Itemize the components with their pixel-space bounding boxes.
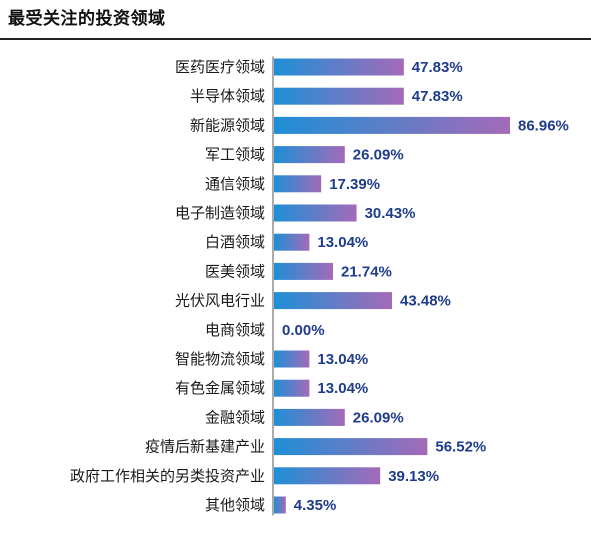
value-label: 47.83%: [412, 88, 463, 105]
category-label: 疫情后新基建产业: [145, 438, 265, 456]
category-label: 通信领域: [205, 175, 265, 193]
value-label: 0.00%: [282, 322, 325, 339]
category-label: 电子制造领域: [175, 204, 265, 222]
category-label: 半导体领域: [190, 87, 265, 105]
bar: [274, 467, 381, 485]
bar: [274, 87, 404, 105]
bar: [274, 292, 392, 310]
bar: [274, 379, 310, 397]
category-label: 白酒领域: [205, 233, 265, 251]
value-label: 26.09%: [353, 409, 404, 426]
category-label: 军工领域: [205, 146, 265, 164]
value-label: 56.52%: [435, 439, 486, 456]
category-label: 新能源领域: [190, 116, 265, 134]
value-label: 26.09%: [353, 147, 404, 164]
chart-title: 最受关注的投资领域: [8, 9, 166, 29]
title-divider: [0, 38, 591, 40]
bar: [274, 262, 333, 280]
bar: [274, 58, 404, 76]
value-label: 43.48%: [400, 293, 451, 310]
value-label: 86.96%: [518, 117, 569, 134]
value-label: 47.83%: [412, 59, 463, 76]
value-label: 4.35%: [294, 497, 337, 514]
bar: [274, 204, 357, 222]
category-label: 光伏风电行业: [175, 292, 265, 310]
category-label: 智能物流领域: [175, 350, 265, 368]
bar: [274, 146, 345, 164]
value-label: 30.43%: [365, 205, 416, 222]
value-label: 21.74%: [341, 263, 392, 280]
category-label: 电商领域: [205, 321, 265, 339]
bar: [274, 408, 345, 426]
category-label: 医药医疗领域: [175, 58, 265, 76]
category-label: 其他领域: [205, 496, 265, 514]
bar: [274, 116, 510, 134]
bar: [274, 175, 322, 193]
category-label: 医美领域: [205, 262, 265, 280]
category-label: 有色金属领域: [175, 379, 265, 397]
category-label: 政府工作相关的另类投资产业: [70, 467, 265, 485]
bar: [274, 496, 286, 514]
value-label: 13.04%: [317, 351, 368, 368]
value-label: 13.04%: [317, 380, 368, 397]
bar: [274, 438, 428, 456]
bar: [274, 233, 310, 251]
bars-layer: 医药医疗领域 47.83% 半导体领域 47.83% 新能源领域 86.96% 军工领域 26…: [70, 58, 569, 514]
value-label: 17.39%: [329, 176, 380, 193]
bar: [274, 350, 310, 368]
value-label: 13.04%: [317, 234, 368, 251]
value-label: 39.13%: [388, 468, 439, 485]
category-label: 金融领域: [205, 408, 265, 426]
